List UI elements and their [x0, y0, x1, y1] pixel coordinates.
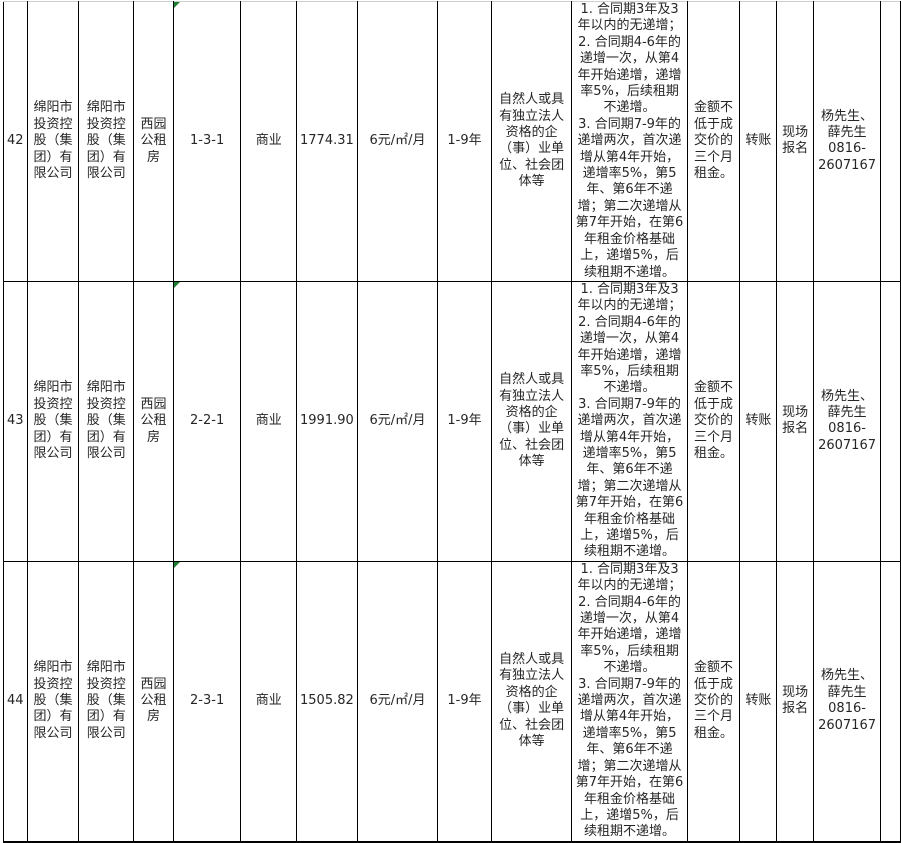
- cell-usage-type[interactable]: 商业: [240, 280, 298, 562]
- cell-rent-price[interactable]: 6元/㎡/月: [356, 1, 439, 282]
- cell-project-name[interactable]: 西园公租房: [133, 1, 174, 282]
- cell-row-number[interactable]: 43: [3, 280, 28, 562]
- cell-lease-term[interactable]: 1-9年: [437, 560, 492, 843]
- cell-eligible-tenants[interactable]: 自然人或具有独立法人资格的企（事）业单位、社会团体等: [490, 560, 573, 843]
- cell-lessor-company[interactable]: 绵阳市投资控股（集团）有限公司: [26, 1, 80, 282]
- cell-escalation-terms[interactable]: 1. 合同期3年及3年以内的无递增； 2. 合同期4-6年的递增一次，从第4年开…: [571, 1, 688, 282]
- cell-usage-type[interactable]: 商业: [240, 1, 298, 282]
- cell-rent-price[interactable]: 6元/㎡/月: [356, 560, 439, 843]
- cell-lessor-company[interactable]: 绵阳市投资控股（集团）有限公司: [26, 560, 80, 843]
- cell-eligible-tenants[interactable]: 自然人或具有独立法人资格的企（事）业单位、社会团体等: [490, 1, 573, 282]
- cell-escalation-terms[interactable]: 1. 合同期3年及3年以内的无递增； 2. 合同期4-6年的递增一次，从第4年开…: [571, 280, 688, 562]
- number-stored-as-text-indicator-icon: [174, 2, 180, 8]
- cell-empty[interactable]: [880, 280, 901, 562]
- cell-empty[interactable]: [880, 1, 901, 282]
- cell-unit-number[interactable]: 2-3-1: [172, 560, 242, 843]
- cell-project-name[interactable]: 西园公租房: [133, 280, 174, 562]
- cell-registration-method[interactable]: 现场 报名: [776, 280, 815, 562]
- table-row: 44 绵阳市投资控股（集团）有限公司 绵阳市投资控股（集团）有限公司 西园公租房…: [3, 560, 901, 843]
- cell-contact[interactable]: 杨先生、 薛先生 0816- 2607167: [813, 280, 882, 562]
- number-stored-as-text-indicator-icon: [174, 282, 180, 288]
- cell-owner-company[interactable]: 绵阳市投资控股（集团）有限公司: [78, 560, 135, 843]
- cell-row-number[interactable]: 44: [3, 560, 28, 843]
- number-stored-as-text-indicator-icon: [174, 562, 180, 568]
- spreadsheet-viewport: 42 绵阳市投资控股（集团）有限公司 绵阳市投资控股（集团）有限公司 西园公租房…: [3, 1, 901, 843]
- cell-project-name[interactable]: 西园公租房: [133, 560, 174, 843]
- cell-rent-price[interactable]: 6元/㎡/月: [356, 280, 439, 562]
- cell-deposit[interactable]: 金额不低于成交价的三个月租金。: [686, 280, 741, 562]
- unit-number-text: 2-3-1: [190, 693, 225, 709]
- cell-eligible-tenants[interactable]: 自然人或具有独立法人资格的企（事）业单位、社会团体等: [490, 280, 573, 562]
- cell-empty[interactable]: [880, 560, 901, 843]
- table-row: 42 绵阳市投资控股（集团）有限公司 绵阳市投资控股（集团）有限公司 西园公租房…: [3, 1, 901, 282]
- rental-listings-table: 42 绵阳市投资控股（集团）有限公司 绵阳市投资控股（集团）有限公司 西园公租房…: [3, 1, 901, 843]
- cell-owner-company[interactable]: 绵阳市投资控股（集团）有限公司: [78, 1, 135, 282]
- cell-deposit[interactable]: 金额不低于成交价的三个月租金。: [686, 1, 741, 282]
- cell-lessor-company[interactable]: 绵阳市投资控股（集团）有限公司: [26, 280, 80, 562]
- cell-payment-method[interactable]: 转账: [739, 280, 778, 562]
- cell-payment-method[interactable]: 转账: [739, 1, 778, 282]
- unit-number-text: 2-2-1: [190, 413, 225, 429]
- cell-registration-method[interactable]: 现场 报名: [776, 560, 815, 843]
- cell-deposit[interactable]: 金额不低于成交价的三个月租金。: [686, 560, 741, 843]
- cell-registration-method[interactable]: 现场 报名: [776, 1, 815, 282]
- cell-row-number[interactable]: 42: [3, 1, 28, 282]
- cell-owner-company[interactable]: 绵阳市投资控股（集团）有限公司: [78, 280, 135, 562]
- cell-contact[interactable]: 杨先生、 薛先生 0816- 2607167: [813, 560, 882, 843]
- cell-contact[interactable]: 杨先生、 薛先生 0816- 2607167: [813, 1, 882, 282]
- cell-lease-term[interactable]: 1-9年: [437, 280, 492, 562]
- cell-unit-number[interactable]: 1-3-1: [172, 1, 242, 282]
- cell-escalation-terms[interactable]: 1. 合同期3年及3年以内的无递增； 2. 合同期4-6年的递增一次，从第4年开…: [571, 560, 688, 843]
- cell-area[interactable]: 1991.90: [296, 280, 358, 562]
- unit-number-text: 1-3-1: [190, 133, 225, 149]
- cell-unit-number[interactable]: 2-2-1: [172, 280, 242, 562]
- cell-lease-term[interactable]: 1-9年: [437, 1, 492, 282]
- cell-payment-method[interactable]: 转账: [739, 560, 778, 843]
- table-row: 43 绵阳市投资控股（集团）有限公司 绵阳市投资控股（集团）有限公司 西园公租房…: [3, 280, 901, 562]
- cell-area[interactable]: 1774.31: [296, 1, 358, 282]
- cell-area[interactable]: 1505.82: [296, 560, 358, 843]
- cell-usage-type[interactable]: 商业: [240, 560, 298, 843]
